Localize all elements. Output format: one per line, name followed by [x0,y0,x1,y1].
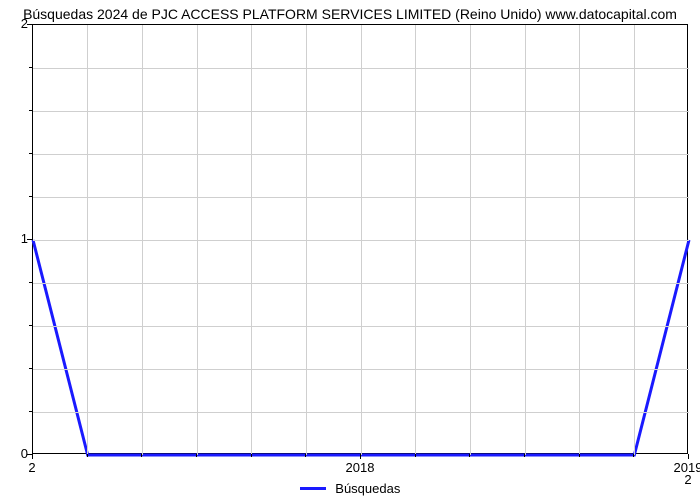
x-minor-tick [633,454,634,457]
x-minor-tick [469,454,470,457]
x-tick-label: 2 [28,460,35,475]
legend-label: Búsquedas [335,481,400,496]
v-gridline [251,25,252,455]
plot-area [32,24,688,454]
v-gridline [361,25,362,455]
x-tick-label: 2018 [346,460,375,475]
v-gridline [579,25,580,455]
x-minor-tick [524,454,525,457]
legend: Búsquedas [0,480,700,496]
v-gridline [525,25,526,455]
v-gridline [197,25,198,455]
x-tick [688,454,689,459]
x-tick [32,454,33,459]
x-minor-tick [87,454,88,457]
y-tick [27,239,32,240]
x-tick [360,454,361,459]
y-tick-label: 2 [4,16,28,31]
y-minor-tick [29,67,32,68]
chart-title: Búsquedas 2024 de PJC ACCESS PLATFORM SE… [0,6,700,22]
x-minor-tick [579,454,580,457]
v-gridline [306,25,307,455]
y-minor-tick [29,325,32,326]
x-secondary-label: 2 [684,472,691,487]
y-minor-tick [29,110,32,111]
y-minor-tick [29,153,32,154]
y-minor-tick [29,368,32,369]
y-minor-tick [29,411,32,412]
y-tick-label: 1 [4,231,28,246]
v-gridline [415,25,416,455]
y-tick [27,24,32,25]
x-minor-tick [305,454,306,457]
x-minor-tick [415,454,416,457]
v-gridline [87,25,88,455]
legend-swatch [300,487,326,490]
x-minor-tick [141,454,142,457]
y-minor-tick [29,196,32,197]
y-minor-tick [29,282,32,283]
v-gridline [142,25,143,455]
v-gridline [470,25,471,455]
x-minor-tick [251,454,252,457]
y-tick-label: 0 [4,446,28,461]
v-gridline [634,25,635,455]
x-minor-tick [196,454,197,457]
